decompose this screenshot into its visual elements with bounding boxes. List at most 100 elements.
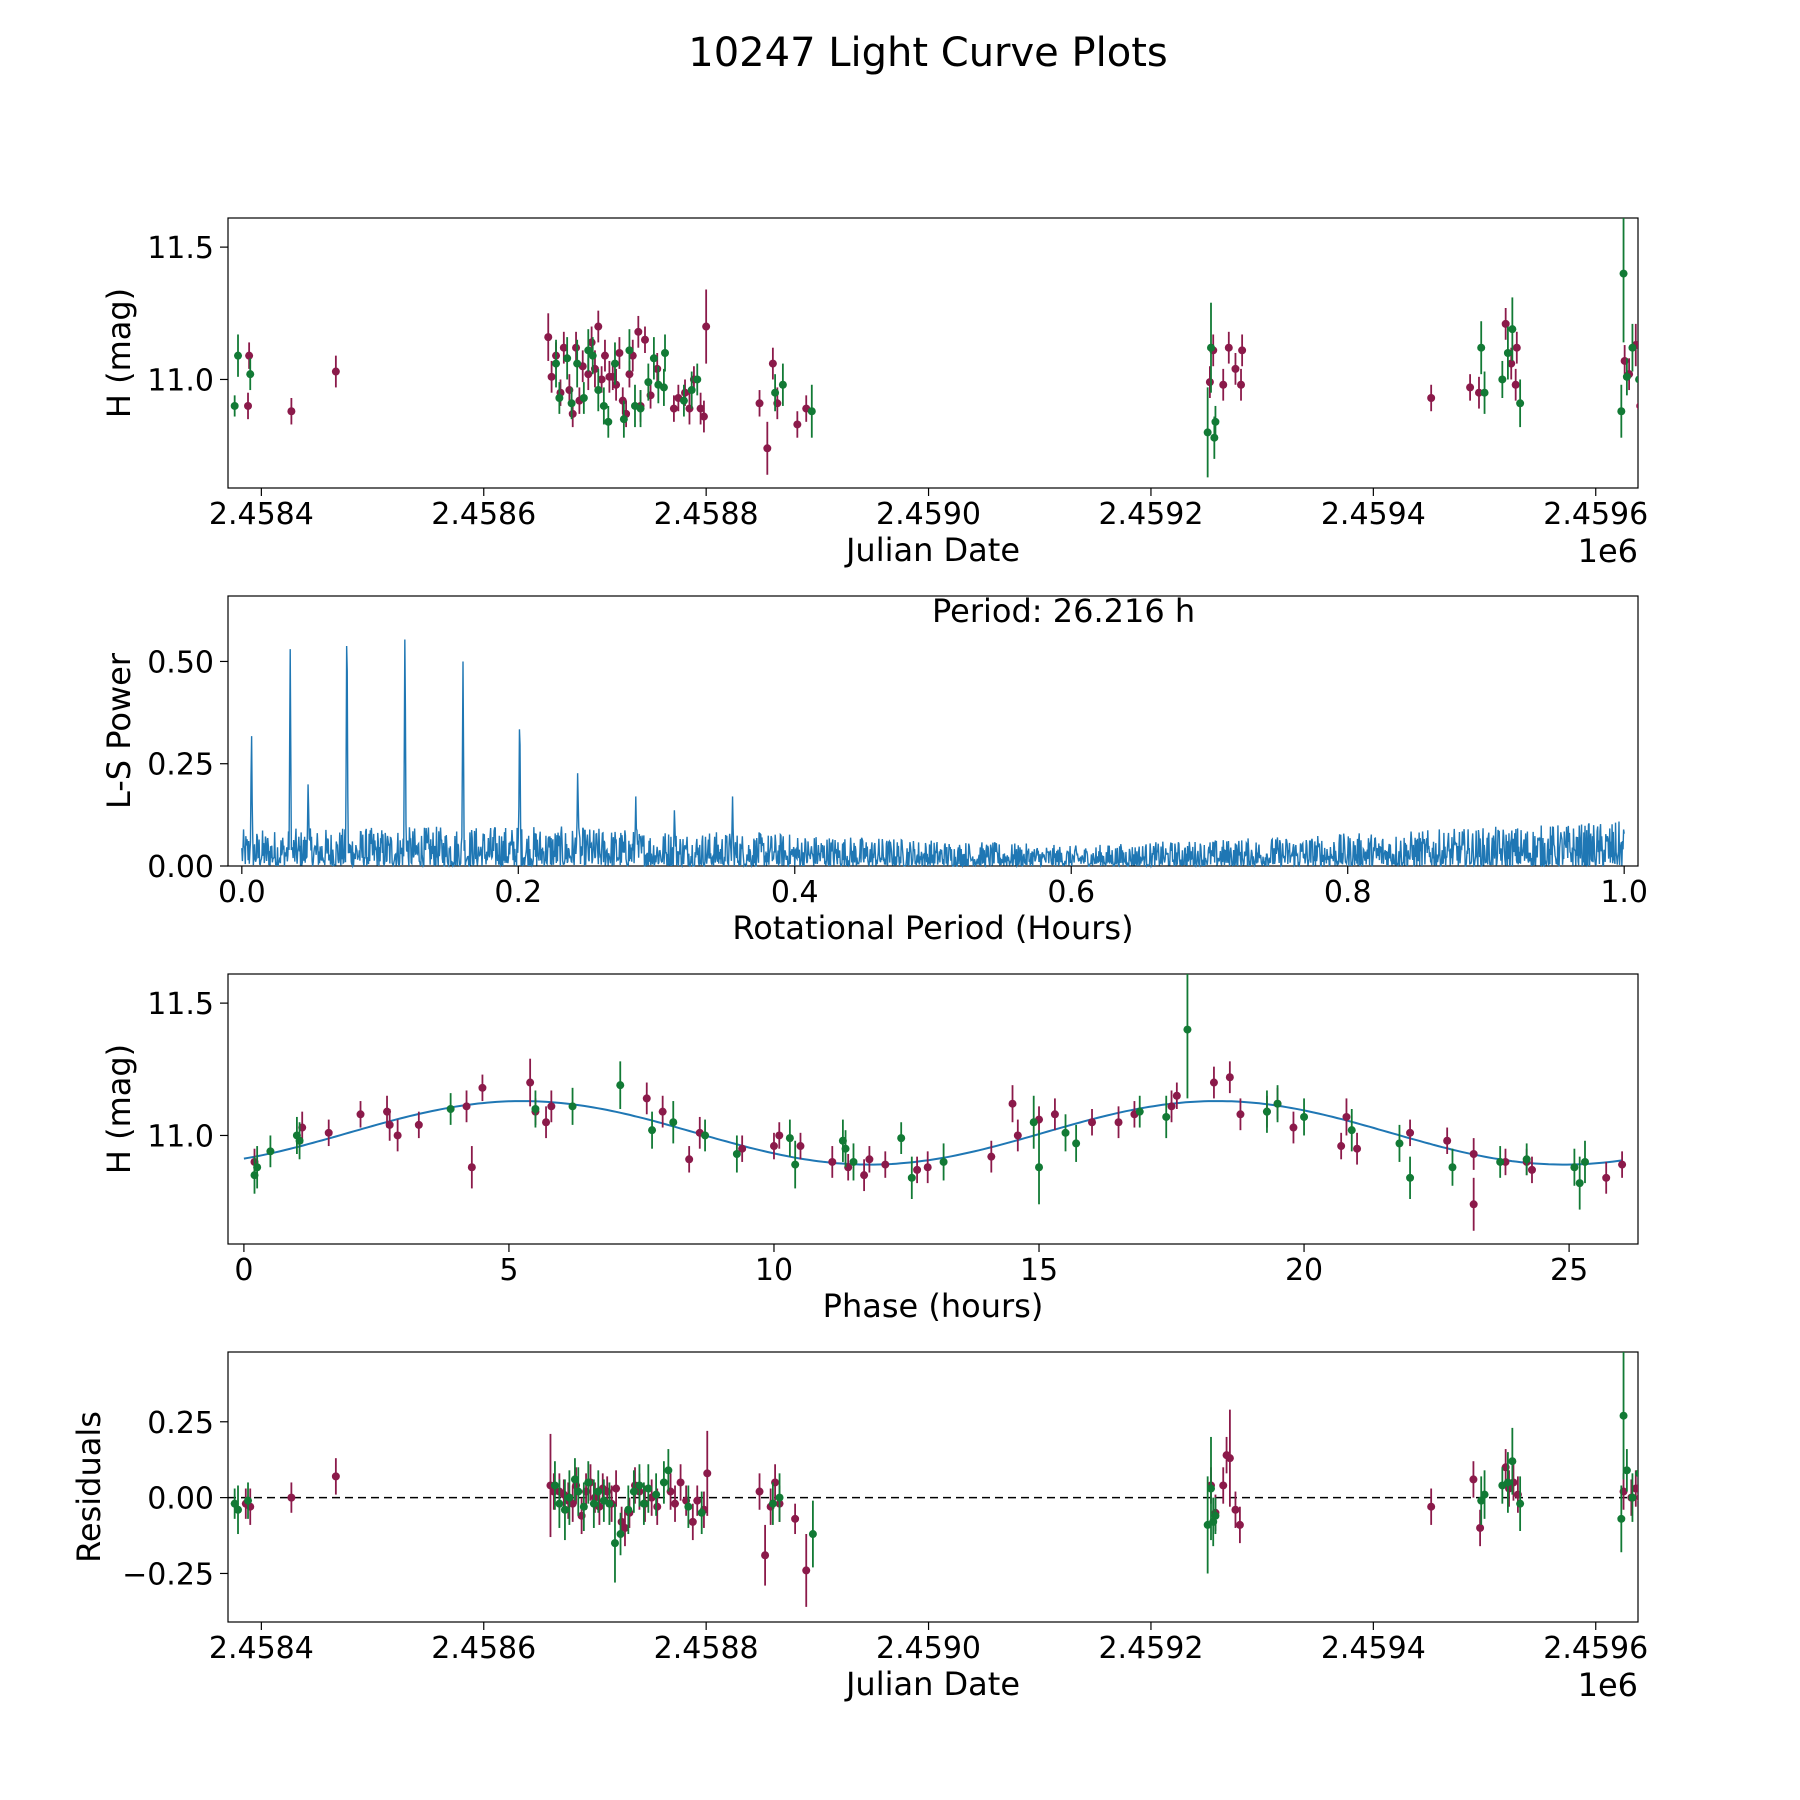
x-tick-label: 2.4586: [431, 1631, 536, 1666]
data-point: [1466, 383, 1475, 392]
data-point: [610, 1539, 619, 1548]
data-point: [612, 380, 621, 389]
data-point: [1219, 1481, 1228, 1490]
lightcurve-xticks: 2.4584 2.4586 2.4588 2.4590 2.4592 2.4594 2.45…: [209, 488, 1648, 532]
data-point: [574, 1487, 583, 1496]
data-point: [331, 367, 340, 376]
data-point: [1635, 1469, 1638, 1478]
data-point: [563, 354, 572, 363]
data-point: [565, 1493, 574, 1502]
y-tick-label: 11.5: [147, 987, 214, 1022]
data-point: [287, 407, 296, 416]
data-point: [771, 388, 780, 397]
data-point: [462, 1102, 471, 1111]
y-tick-label: 11.0: [147, 363, 214, 398]
data-point: [1522, 1155, 1531, 1164]
data-point: [589, 1499, 598, 1508]
lightcurve-points: [230, 218, 1638, 478]
data-point: [600, 351, 609, 360]
data-point: [446, 1105, 455, 1113]
x-tick-label: 20: [1285, 1253, 1323, 1288]
data-point: [768, 1499, 777, 1508]
periodogram-line: [241, 639, 1625, 869]
data-point: [393, 1131, 402, 1140]
data-point: [414, 1120, 423, 1129]
x-tick-label: 15: [1020, 1253, 1058, 1288]
data-point: [755, 399, 764, 408]
data-point: [791, 1160, 800, 1169]
data-point: [865, 1155, 874, 1164]
data-point: [356, 1110, 365, 1119]
data-point: [1203, 428, 1212, 437]
data-point: [1225, 1073, 1234, 1082]
residuals-ylabel: Residuals: [70, 1411, 108, 1563]
series-red: [250, 1058, 1627, 1231]
data-point: [808, 1530, 817, 1539]
phased-xticks: 0 5 10 15 20 25: [234, 1244, 1588, 1288]
x-tick-label: 1.0: [1600, 875, 1648, 910]
lightcurve-ylabel: H (mag): [100, 288, 138, 418]
data-point: [1636, 1494, 1638, 1501]
data-point: [1061, 1128, 1070, 1137]
data-point: [588, 351, 597, 360]
data-point: [1273, 1099, 1282, 1108]
data-point: [568, 1499, 577, 1508]
data-point: [594, 386, 603, 395]
data-point: [625, 370, 634, 379]
data-point: [702, 322, 711, 331]
data-point: [644, 1484, 653, 1493]
data-point: [1347, 1126, 1356, 1135]
data-point: [1618, 1160, 1627, 1169]
y-tick-label: 0.00: [147, 1482, 214, 1517]
data-point: [642, 1094, 651, 1103]
data-point: [849, 1157, 858, 1166]
data-point: [1474, 388, 1483, 397]
x-tick-label: 0.2: [494, 875, 542, 910]
data-point: [599, 401, 608, 410]
data-point: [1342, 1112, 1351, 1121]
data-point: [1210, 433, 1219, 442]
residuals-axes-frame: [227, 1351, 1639, 1623]
data-point: [555, 394, 564, 402]
data-point: [1013, 1131, 1022, 1140]
data-point: [244, 401, 253, 410]
data-point: [594, 1487, 603, 1496]
data-point: [693, 375, 702, 384]
data-point: [785, 1134, 794, 1143]
phased-ylabel: H (mag): [100, 1044, 138, 1174]
data-point: [245, 351, 254, 360]
data-point: [1337, 1142, 1346, 1151]
data-point: [1469, 1150, 1478, 1158]
data-point: [1580, 1157, 1589, 1166]
data-point: [634, 327, 643, 336]
data-point: [1183, 1025, 1192, 1034]
data-point: [640, 335, 649, 344]
x-tick-label: 0: [234, 1253, 253, 1288]
data-point: [1443, 1136, 1452, 1145]
data-point: [1622, 1466, 1631, 1475]
data-point: [619, 415, 628, 424]
data-point: [1035, 1163, 1044, 1172]
data-point: [1617, 1514, 1626, 1523]
data-point: [1224, 343, 1233, 352]
data-point: [1114, 1118, 1123, 1127]
x-tick-label: 0.8: [1324, 875, 1372, 910]
data-point: [594, 322, 603, 331]
lightcurve-panel: 2.4584 2.4586 2.4588 2.4590 2.4592 2.4594 2.45…: [100, 217, 1648, 570]
data-point: [661, 349, 670, 357]
data-point: [1516, 1499, 1525, 1508]
data-point: [793, 420, 802, 429]
data-point: [755, 1487, 764, 1496]
data-point: [696, 404, 705, 413]
x-tick-label: 5: [499, 1253, 518, 1288]
data-point: [802, 1566, 811, 1575]
data-point: [597, 375, 606, 384]
data-point: [1167, 1102, 1176, 1111]
data-point: [1172, 1091, 1181, 1100]
data-point: [1570, 1163, 1579, 1172]
periodogram-xlabel: Rotational Period (Hours): [732, 909, 1133, 947]
x-tick-label: 10: [755, 1253, 793, 1288]
data-point: [1511, 380, 1520, 389]
data-point: [676, 1478, 685, 1487]
data-point: [897, 1134, 906, 1143]
